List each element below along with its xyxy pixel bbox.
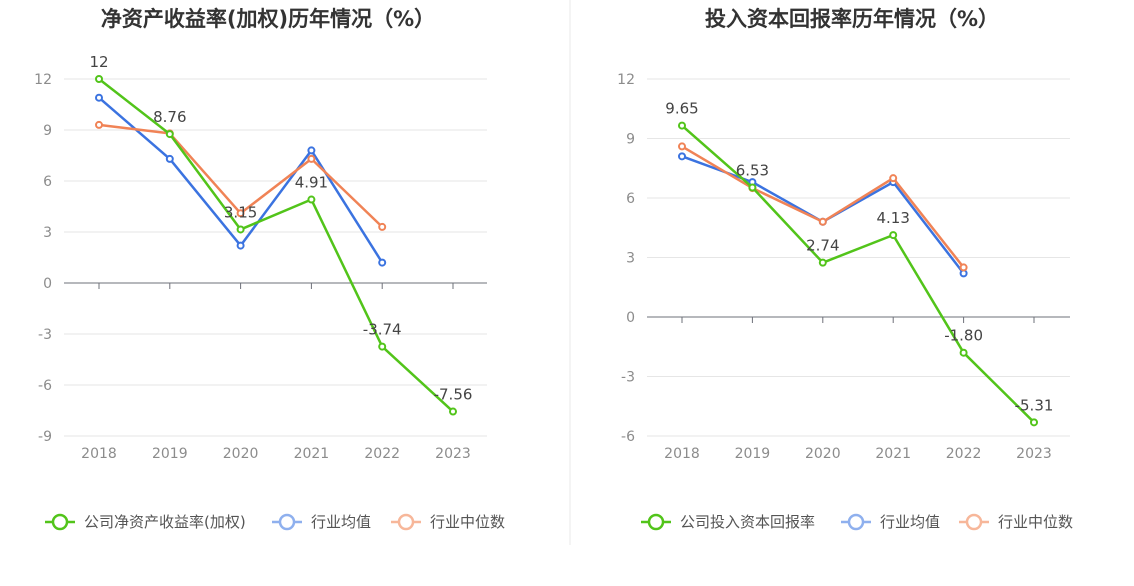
legend-marker [647,513,665,531]
data-point [959,263,968,272]
data-label: 2.74 [806,237,839,255]
data-label: 6.53 [736,161,769,179]
legend-label: 公司投入资本回报率 [680,513,815,531]
data-label: -5.31 [1015,396,1054,414]
y-tick-label: -3 [38,327,52,343]
data-point [378,342,387,351]
data-point [307,195,316,204]
data-point [449,407,457,416]
chart-title: 投入资本回报率历年情况（%） [705,7,999,31]
data-point [378,258,387,267]
x-tick-label: 2021 [875,446,911,462]
series-line [98,96,384,264]
data-point [678,142,686,151]
data-point [818,217,827,226]
data-point [236,225,245,234]
data-point [95,120,103,129]
data-label: -3.74 [363,321,402,339]
data-point [378,222,387,231]
data-point [307,154,316,163]
data-point [889,231,898,240]
data-label: 4.13 [876,209,909,227]
legend-marker [397,513,415,531]
y-tick-label: -6 [38,378,52,394]
data-point [236,209,245,218]
data-label: 12 [89,53,108,71]
legend-marker [51,513,69,531]
legend-label: 行业均值 [880,513,940,531]
data-point [236,241,245,250]
data-point [165,130,174,139]
series-line [98,78,454,413]
data-point [678,152,686,161]
y-tick-label: 9 [43,123,52,139]
y-tick-label: -3 [621,370,635,386]
data-point [95,93,103,102]
y-tick-label: 6 [43,174,52,190]
legend-marker [965,513,983,531]
x-tick-label: 2023 [1016,446,1052,462]
x-tick-label: 2020 [805,446,841,462]
chart-2: 投入资本回报率历年情况（%） 12 9 6 3 0 -3 -6 2018 2019 2020 2021… [617,7,1073,531]
y-tick-label: 12 [34,72,52,88]
y-tick-label: 3 [626,251,635,267]
x-tick-label: 2018 [81,446,117,462]
data-point [889,174,898,183]
x-tick-label: 2020 [223,446,259,462]
chart-title: 净资产收益率(加权)历年情况（%） [101,7,435,31]
data-point [95,75,103,83]
data-label: -1.80 [944,327,983,345]
y-tick-label: 0 [626,310,635,326]
legend-label: 公司净资产收益率(加权) [84,513,246,531]
x-tick-label: 2021 [294,446,330,462]
legend-label: 行业中位数 [430,513,505,531]
x-tick-label: 2022 [946,446,982,462]
series-line [681,124,1035,424]
data-point [165,154,174,163]
x-tick-label: 2022 [364,446,400,462]
data-point [748,183,757,192]
y-tick-label: -6 [621,429,635,445]
data-label: 4.91 [295,174,328,192]
data-point [307,146,316,155]
data-label: -7.56 [434,386,473,404]
x-tick-label: 2018 [664,446,700,462]
data-point [1030,418,1038,427]
y-tick-label: 12 [617,72,635,88]
y-tick-label: 9 [626,132,635,148]
legend-marker [847,513,865,531]
y-tick-label: 0 [43,276,52,292]
y-tick-label: -9 [38,429,52,445]
data-point [959,348,968,357]
y-tick-label: 3 [43,225,52,241]
y-tick-label: 6 [626,191,635,207]
x-tick-label: 2023 [435,446,471,462]
data-label: 9.65 [665,100,698,118]
legend-label: 行业均值 [311,513,371,531]
chart-1: 净资产收益率(加权)历年情况（%） 12 9 6 3 0 -3 -6 -9 2018 2019 202… [34,7,505,531]
data-label: 3.15 [224,203,257,221]
data-point [678,121,686,130]
x-tick-label: 2019 [735,446,771,462]
legend-marker [278,513,296,531]
data-label: 8.76 [153,108,186,126]
legend-label: 行业中位数 [998,513,1073,531]
data-point [818,258,827,267]
x-tick-label: 2019 [152,446,188,462]
